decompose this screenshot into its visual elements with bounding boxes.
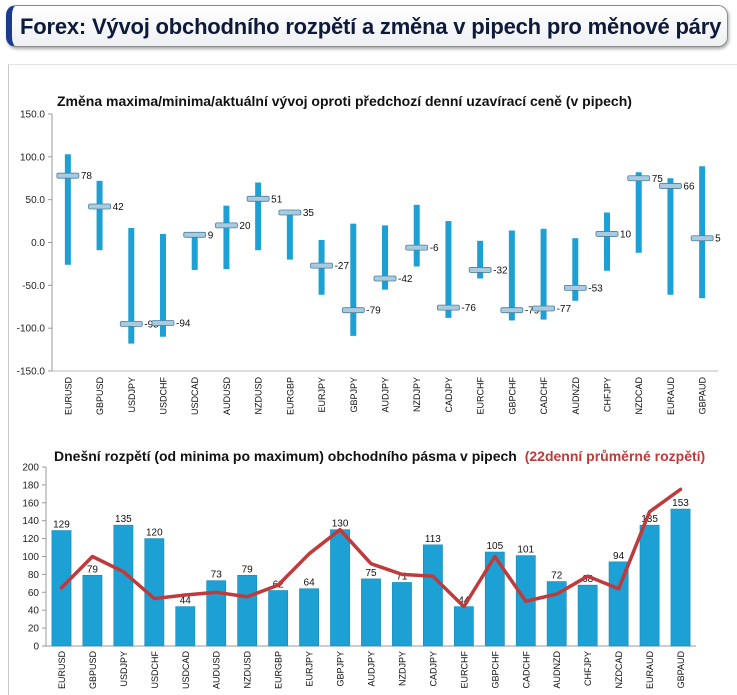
current-marker bbox=[310, 262, 333, 269]
category-label: NZDUSD bbox=[254, 377, 264, 415]
current-value-label: -76 bbox=[461, 303, 476, 314]
y-tick-label: -50.0 bbox=[22, 281, 45, 292]
category-label: USDCAD bbox=[190, 377, 200, 416]
current-marker bbox=[659, 183, 682, 189]
category-label: CADCHF bbox=[539, 376, 549, 414]
range-bar bbox=[477, 240, 484, 279]
category-label: NZDCAD bbox=[634, 377, 644, 415]
page-title: Forex: Vývoj obchodního rozpětí a změna … bbox=[20, 14, 722, 39]
range-bar bbox=[350, 223, 357, 336]
current-value-label: -79 bbox=[366, 306, 381, 317]
current-marker bbox=[341, 307, 365, 314]
current-value-label: 66 bbox=[683, 181, 695, 192]
range-bar bbox=[382, 225, 388, 290]
category-label: GBPUSD bbox=[95, 377, 105, 416]
range-bar bbox=[128, 227, 135, 344]
category-label: EURAUD bbox=[666, 377, 676, 416]
current-value-label: -94 bbox=[176, 319, 191, 330]
range-bar bbox=[445, 221, 452, 318]
range-bar bbox=[223, 205, 230, 270]
chart-panel bbox=[8, 64, 737, 695]
category-label: NZDJPY bbox=[412, 377, 422, 412]
category-label: EURJPY bbox=[317, 377, 327, 413]
range-bar bbox=[286, 209, 293, 260]
range-bar bbox=[635, 172, 642, 253]
range-bar bbox=[508, 230, 515, 321]
header-banner: Forex: Vývoj obchodního rozpětí a změna … bbox=[6, 5, 728, 47]
current-marker bbox=[215, 222, 238, 229]
y-tick-label: -150.0 bbox=[17, 367, 46, 378]
current-value-label: 20 bbox=[239, 221, 251, 232]
current-marker bbox=[246, 195, 270, 202]
current-value-label: 78 bbox=[81, 171, 93, 182]
category-label: GBPAUD bbox=[698, 377, 708, 415]
current-marker bbox=[690, 235, 714, 242]
current-value-label: 51 bbox=[271, 194, 283, 205]
current-marker bbox=[405, 244, 429, 251]
current-marker bbox=[119, 320, 143, 327]
category-label: EURCHF bbox=[476, 376, 486, 414]
current-value-label: -77 bbox=[557, 304, 572, 315]
current-value-label: 42 bbox=[113, 202, 125, 213]
range-bar bbox=[191, 233, 198, 270]
category-label: CHFJPY bbox=[603, 377, 613, 412]
current-marker bbox=[595, 231, 619, 237]
category-label: EURUSD bbox=[63, 377, 73, 416]
range-bar bbox=[96, 180, 103, 251]
category-label: GBPJPY bbox=[349, 377, 359, 413]
current-value-label: -32 bbox=[493, 265, 508, 276]
y-tick-label: 150.0 bbox=[20, 110, 45, 121]
category-label: EURGBP bbox=[285, 377, 295, 415]
category-label: USDCHF bbox=[159, 376, 169, 414]
category-label: AUDJPY bbox=[381, 377, 391, 413]
current-value-label: -27 bbox=[335, 261, 350, 272]
current-value-label: -79 bbox=[525, 306, 540, 317]
range-bar bbox=[604, 212, 610, 271]
range-bar bbox=[699, 166, 706, 299]
current-marker bbox=[627, 175, 651, 182]
category-label: AUDNZD bbox=[571, 377, 581, 415]
y-tick-label: 100.0 bbox=[20, 152, 45, 163]
category-label: AUDUSD bbox=[222, 377, 232, 416]
current-marker bbox=[468, 267, 492, 273]
current-marker bbox=[183, 231, 207, 238]
y-tick-label: 0.0 bbox=[31, 238, 45, 249]
current-value-label: -53 bbox=[588, 283, 603, 294]
current-value-label: 10 bbox=[620, 229, 632, 240]
current-marker bbox=[278, 209, 302, 216]
category-label: GBPCHF bbox=[507, 377, 517, 415]
current-marker bbox=[437, 304, 460, 311]
current-value-label: 5 bbox=[715, 234, 721, 245]
current-marker bbox=[88, 203, 111, 210]
range-bar bbox=[64, 154, 71, 265]
current-value-label: -6 bbox=[430, 243, 439, 254]
current-marker bbox=[56, 172, 80, 179]
current-marker bbox=[563, 285, 587, 291]
range-bar bbox=[160, 233, 166, 337]
y-tick-label: 50.0 bbox=[26, 195, 46, 206]
current-value-label: 75 bbox=[652, 174, 664, 185]
current-marker bbox=[500, 307, 524, 314]
current-marker bbox=[373, 275, 397, 282]
current-value-label: -42 bbox=[398, 274, 413, 285]
range-bar bbox=[413, 204, 420, 267]
current-value-label: 9 bbox=[208, 230, 214, 241]
current-marker bbox=[532, 305, 555, 312]
category-label: CADJPY bbox=[444, 377, 454, 413]
range-bar bbox=[540, 228, 547, 320]
y-tick-label: -100.0 bbox=[17, 324, 46, 335]
range-chart-title: Změna maxima/minima/aktuální vývoj oprot… bbox=[57, 93, 632, 109]
range-bar bbox=[667, 178, 674, 295]
category-label: USDJPY bbox=[127, 377, 137, 413]
current-marker bbox=[151, 320, 175, 326]
current-value-label: 35 bbox=[303, 208, 315, 219]
range-bar bbox=[572, 238, 579, 301]
range-bar bbox=[255, 182, 262, 251]
